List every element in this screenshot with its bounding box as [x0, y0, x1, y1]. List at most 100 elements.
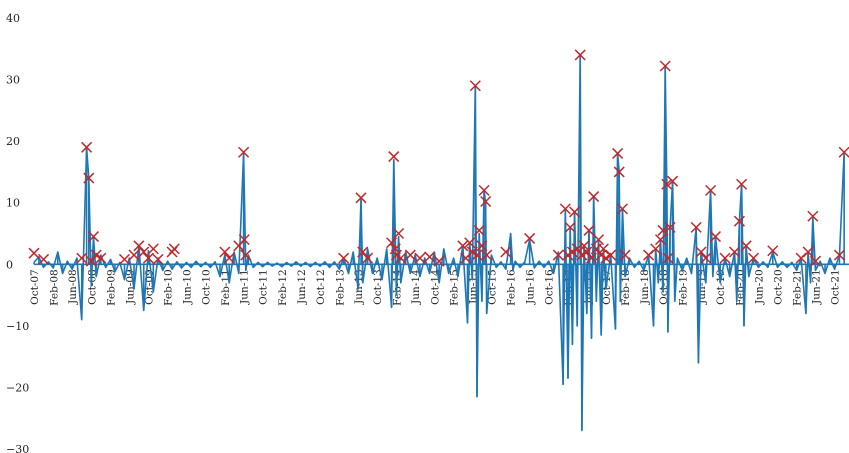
- marker-stroke-b: [662, 252, 674, 264]
- marker-point-69: [600, 252, 612, 264]
- marker-stroke-b: [654, 234, 667, 246]
- marker-point-93: [740, 240, 752, 252]
- x-tick-label: Feb-18: [620, 269, 632, 306]
- marker-stroke-b: [138, 246, 150, 258]
- marker-stroke-b: [719, 252, 731, 264]
- marker-stroke-b: [747, 252, 760, 264]
- marker-stroke-b: [481, 249, 493, 261]
- marker-point-5: [85, 255, 97, 267]
- marker-point-67: [595, 249, 607, 261]
- x-tick-label: Oct-08: [86, 269, 98, 305]
- marker-point-47: [480, 195, 492, 208]
- y-tick-label: −20: [6, 381, 29, 394]
- marker-point-8: [95, 252, 107, 264]
- marker-point-1: [38, 253, 50, 265]
- x-tick-label: Jun-18: [639, 269, 651, 305]
- marker-point-42: [469, 80, 481, 92]
- y-tick-label: −10: [6, 320, 29, 333]
- marker-stroke-b: [695, 246, 707, 258]
- marker-stroke-b: [390, 249, 402, 261]
- marker-point-50: [524, 232, 536, 244]
- x-tick-label: Feb-09: [106, 269, 118, 306]
- marker-stroke-b: [433, 255, 445, 267]
- y-tick-label: 0: [6, 258, 13, 271]
- marker-point-10: [128, 249, 140, 261]
- marker-stroke-b: [650, 243, 662, 255]
- marker-point-60: [578, 240, 590, 252]
- marker-stroke-b: [588, 191, 600, 203]
- marker-stroke-b: [705, 184, 717, 196]
- marker-stroke-b: [38, 253, 50, 265]
- marker-point-49: [500, 246, 512, 258]
- marker-stroke-b: [664, 221, 676, 233]
- marker-stroke-b: [83, 172, 95, 184]
- marker-point-101: [838, 146, 849, 158]
- marker-stroke-b: [90, 249, 102, 261]
- series-line-path: [33, 54, 845, 432]
- marker-stroke-b: [809, 255, 822, 267]
- marker-point-17: [168, 243, 180, 255]
- marker-stroke-b: [500, 246, 512, 258]
- x-tick-label: Feb-15: [449, 269, 461, 306]
- marker-stroke-b: [740, 240, 752, 252]
- y-tick-label: −30: [6, 443, 29, 453]
- marker-stroke-b: [424, 251, 436, 263]
- x-tick-label: Jun-16: [525, 269, 537, 305]
- marker-point-27: [362, 252, 374, 264]
- marker-stroke-b: [95, 252, 107, 264]
- marker-stroke-b: [128, 249, 140, 261]
- marker-point-85: [695, 246, 707, 258]
- marker-stroke-b: [223, 252, 235, 264]
- marker-stroke-b: [480, 195, 492, 208]
- marker-point-11: [133, 240, 145, 252]
- marker-stroke-b: [404, 249, 416, 261]
- marker-stroke-b: [578, 240, 590, 252]
- marker-stroke-b: [85, 255, 97, 267]
- marker-stroke-b: [476, 240, 488, 252]
- marker-point-22: [238, 234, 250, 246]
- marker-point-36: [424, 251, 436, 263]
- marker-stroke-b: [355, 192, 367, 204]
- marker-point-4: [76, 252, 88, 264]
- marker-point-0: [28, 247, 40, 259]
- marker-stroke-b: [736, 178, 748, 190]
- marker-point-90: [729, 246, 741, 258]
- x-tick-label: Jun-21: [810, 269, 822, 305]
- x-tick-label: Oct-21: [830, 269, 842, 305]
- marker-point-78: [657, 224, 669, 236]
- marker-point-28: [386, 237, 398, 249]
- marker-stroke-b: [152, 253, 164, 265]
- marker-stroke-b: [833, 249, 845, 261]
- marker-point-58: [574, 49, 586, 61]
- marker-stroke-b: [616, 203, 629, 215]
- marker-point-59: [576, 249, 588, 261]
- marker-stroke-b: [595, 249, 607, 261]
- marker-point-55: [566, 246, 578, 258]
- marker-stroke-b: [597, 243, 609, 255]
- x-tick-label: Feb-21: [792, 269, 804, 306]
- marker-stroke-b: [469, 80, 481, 92]
- marker-point-97: [802, 246, 814, 258]
- marker-point-81: [664, 221, 676, 233]
- marker-point-72: [613, 166, 625, 178]
- marker-point-83: [662, 252, 674, 264]
- marker-stroke-b: [559, 203, 571, 215]
- y-tick-label: 10: [6, 197, 20, 210]
- marker-stroke-b: [133, 240, 145, 252]
- marker-stroke-b: [81, 141, 93, 153]
- marker-stroke-b: [238, 146, 250, 158]
- x-tick-label: Oct-07: [29, 269, 41, 305]
- marker-point-86: [700, 252, 712, 264]
- marker-stroke-b: [613, 166, 625, 178]
- marker-point-74: [619, 249, 631, 261]
- marker-stroke-b: [729, 246, 741, 258]
- marker-point-87: [705, 184, 717, 196]
- marker-point-61: [581, 246, 593, 258]
- marker-stroke-b: [592, 234, 605, 246]
- marker-stroke-b: [76, 252, 88, 264]
- series-line-group: [33, 54, 849, 432]
- marker-point-57: [571, 243, 583, 255]
- marker-point-21: [238, 146, 250, 158]
- x-tick-label: Feb-19: [677, 269, 689, 306]
- marker-point-46: [478, 184, 490, 196]
